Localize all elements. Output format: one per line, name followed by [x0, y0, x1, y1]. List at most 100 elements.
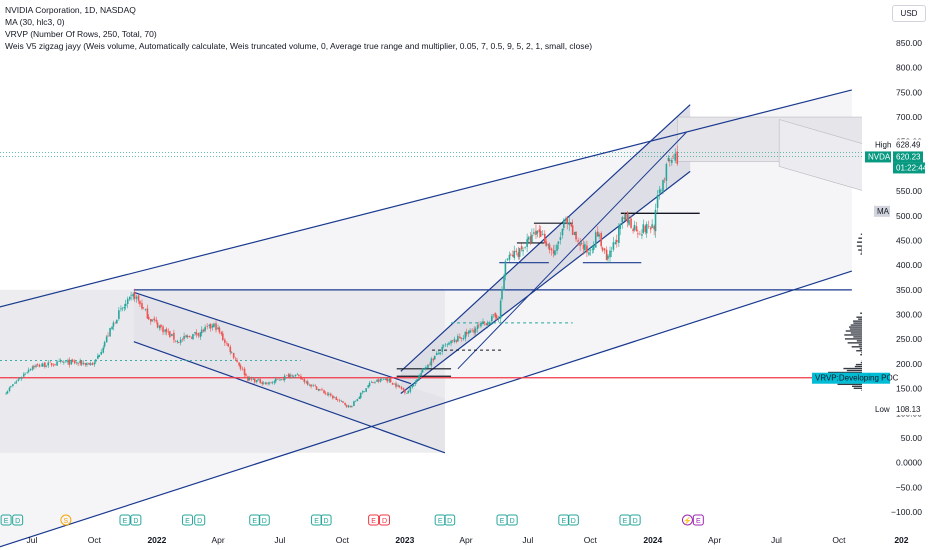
- candle-body: [52, 364, 55, 366]
- candle-body: [570, 223, 573, 227]
- candle-body: [200, 329, 203, 334]
- indicator-weis[interactable]: Weis V5 zigzag jayy (Weis volume, Automa…: [5, 41, 593, 51]
- candle-body: [118, 310, 120, 319]
- candle-body: [486, 323, 489, 326]
- ma-label: MA: [877, 207, 890, 216]
- candle-body: [524, 247, 526, 249]
- candle-body: [385, 378, 387, 380]
- candle-body: [29, 369, 32, 371]
- candle-body: [441, 346, 444, 353]
- event-box: [506, 514, 518, 526]
- candle-body: [340, 401, 343, 402]
- event-glyph: E: [623, 518, 628, 525]
- earnings-icon: E: [0, 514, 12, 526]
- time-axis[interactable]: Jul Oct 2022 Apr Jul Oct 2023 Apr Jul Oct 2024 Apr J…: [26, 535, 908, 545]
- candle-body: [259, 379, 261, 383]
- indicator-vrvp[interactable]: VRVP (Number Of Rows, 250, Total, 70): [5, 29, 157, 39]
- currency-button[interactable]: USD: [892, 5, 926, 22]
- candle-body: [455, 340, 458, 342]
- candle-body: [89, 363, 92, 365]
- candle-body: [635, 226, 638, 232]
- poc-label: VRVP:Developing POC: [815, 374, 899, 383]
- earnings-icon: D: [567, 514, 579, 526]
- candle-body: [653, 225, 655, 230]
- candle-body: [227, 343, 230, 347]
- price-tick-label: 50.00: [901, 433, 923, 443]
- candle-body: [232, 352, 235, 358]
- candle-body: [660, 190, 662, 192]
- countdown-label: 01:22:44: [896, 163, 928, 172]
- volume-profile-bar: [850, 324, 872, 326]
- price-axis[interactable]: 850.00800.00750.00700.00650.00600.00550.…: [862, 0, 932, 550]
- volume-profile-bar: [851, 346, 872, 348]
- candle-body: [230, 352, 233, 353]
- candle-body: [465, 332, 468, 335]
- candle-body: [409, 386, 412, 392]
- candle-body: [308, 385, 311, 386]
- candle-body: [280, 379, 283, 381]
- candle-body: [614, 242, 617, 245]
- candle-body: [459, 336, 461, 339]
- price-tick-label: 750.00: [896, 87, 922, 97]
- candle-body: [262, 383, 265, 384]
- candle-body: [508, 254, 511, 260]
- candle-body: [482, 321, 484, 325]
- candle-body: [566, 217, 569, 224]
- candle-body: [474, 328, 477, 333]
- candle-body: [59, 361, 62, 362]
- event-box: [444, 514, 456, 526]
- candle-body: [73, 360, 76, 364]
- high-value: 628.49: [896, 140, 921, 149]
- candle-body: [22, 374, 25, 377]
- candle-body: [218, 327, 221, 333]
- time-tick-label: Oct: [88, 535, 102, 545]
- candle-body: [639, 233, 641, 235]
- candle-body: [658, 189, 661, 194]
- candle-body: [393, 383, 396, 385]
- candle-body: [56, 361, 58, 366]
- candle-body: [5, 393, 7, 395]
- candle-body: [238, 362, 240, 366]
- price-tick-label: 550.00: [896, 186, 922, 196]
- candle-body: [554, 250, 556, 256]
- candle-body: [335, 397, 338, 400]
- candle-body: [471, 330, 473, 332]
- candle-body: [179, 339, 182, 343]
- chart-title[interactable]: NVIDIA Corporation, 1D, NASDAQ: [5, 5, 136, 15]
- time-tick-label: Oct: [584, 535, 598, 545]
- high-value-bg: [893, 139, 923, 151]
- earnings-icon: D: [444, 514, 456, 526]
- price-tick-label: 250.00: [896, 334, 922, 344]
- candle-body: [552, 250, 555, 254]
- candle-body: [314, 385, 316, 387]
- candle-body: [543, 233, 546, 244]
- candle-body: [132, 293, 134, 297]
- event-glyph: E: [185, 518, 190, 525]
- candle-body: [421, 368, 424, 373]
- major-channel-lower: [0, 270, 853, 548]
- event-glyph: D: [571, 518, 576, 525]
- event-ring: [681, 514, 693, 526]
- candle-body: [123, 306, 126, 309]
- candle-body: [356, 399, 359, 402]
- uptrend-channel-lower: [400, 170, 691, 394]
- event-box: [567, 514, 579, 526]
- candle-body: [559, 237, 562, 241]
- candle-body: [539, 230, 542, 237]
- candle-body: [363, 391, 365, 392]
- candle-body: [239, 365, 242, 369]
- candle-body: [370, 382, 373, 383]
- candle-body: [264, 382, 267, 384]
- candle-body: [467, 331, 470, 334]
- candle-body: [592, 245, 595, 250]
- earnings-icon: E: [619, 514, 631, 526]
- indicator-ma[interactable]: MA (30, hlc3, 0): [5, 17, 65, 27]
- candle-body: [305, 381, 308, 383]
- time-tick-label: 2024: [643, 535, 662, 545]
- candle-body: [453, 339, 456, 343]
- candle-body: [130, 295, 132, 297]
- candle-body: [353, 401, 355, 406]
- candle-body: [35, 365, 37, 368]
- time-tick-label: Oct: [832, 535, 846, 545]
